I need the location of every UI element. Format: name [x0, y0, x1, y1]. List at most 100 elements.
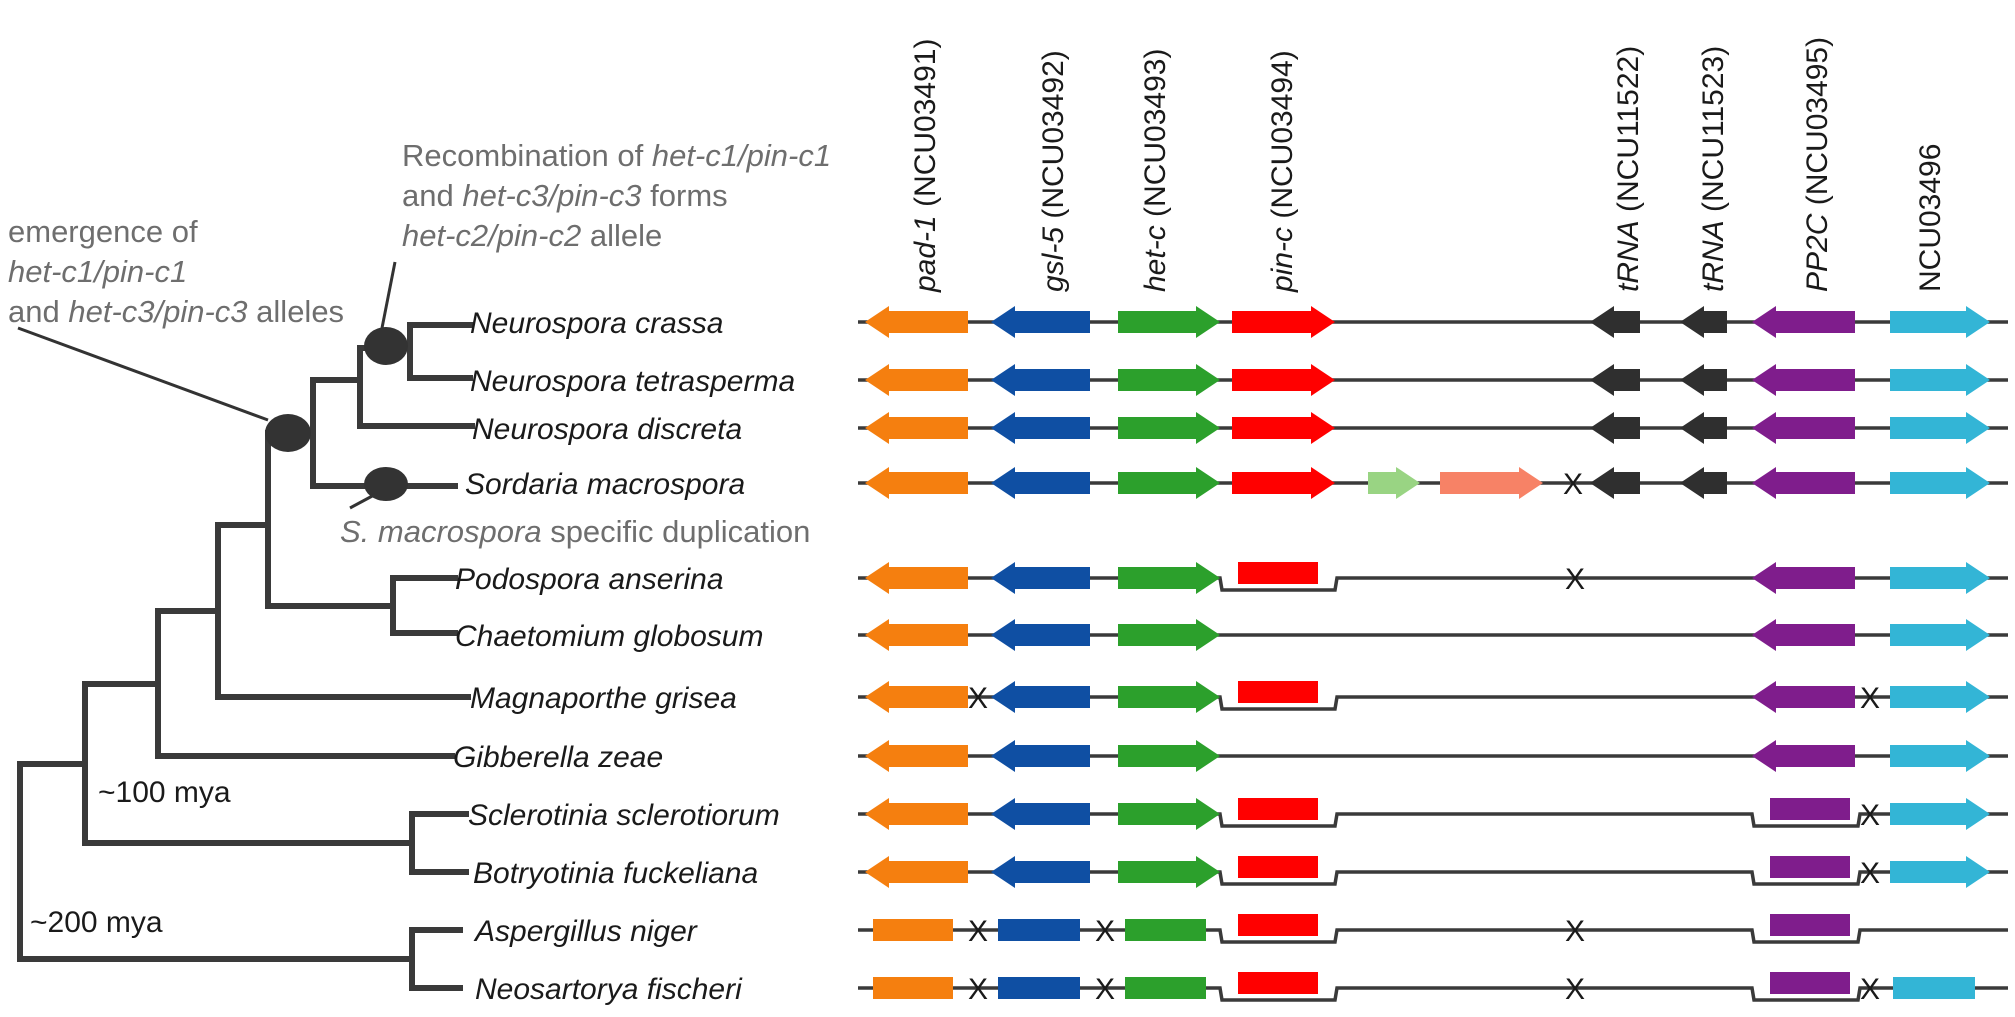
break-mark: X	[1563, 468, 1583, 501]
gene-pin-c-arrow	[1232, 364, 1335, 396]
gene-row-chaetomium-globosum	[858, 619, 2008, 651]
gene-ncu03496-arrow	[1890, 619, 1990, 651]
callout-line-duplication	[349, 492, 377, 510]
gene-dup-het-c-arrow	[1368, 467, 1420, 499]
annotation-duplication: S. macrospora specific duplication	[340, 514, 810, 549]
gene-ncu03496-arrow	[1890, 740, 1990, 772]
gene-headers: pad-1 (NCU03491) gsl-5 (NCU03492) het-c (N…	[909, 37, 1947, 293]
gene-ncu03496-arrow	[1890, 306, 1990, 338]
gene-header-trna-ncu11522: tRNA (NCU11522)	[1612, 46, 1645, 292]
event-node-emergence	[265, 414, 311, 452]
break-mark: X	[1860, 973, 1880, 1006]
gene-gsl-5-arrow	[991, 740, 1090, 772]
gene-header-gsl-5-ncu03492: gsl-5 (NCU03492)	[1037, 50, 1070, 292]
gene-ncu03496-arrow	[1890, 412, 1990, 444]
gene-gsl-5-arrow	[991, 681, 1090, 713]
event-node-recombination	[364, 327, 408, 365]
gene-row-neurospora-discreta	[858, 412, 2008, 444]
gene-pp2c-fragment	[1770, 798, 1850, 820]
gene-gsl-5-fragment	[998, 919, 1080, 941]
gene-gsl-5-arrow	[991, 619, 1090, 651]
gene-pad-1-arrow	[865, 740, 968, 772]
gene-trna1-arrow	[1590, 412, 1640, 444]
gene-ncu03496-fragment	[1893, 977, 1975, 999]
species-label-sclerotinia-sclerotiorum: Sclerotinia sclerotiorum	[468, 799, 780, 832]
break-mark: X	[1860, 799, 1880, 832]
gene-pad-1-arrow	[865, 467, 968, 499]
gene-trna1-arrow	[1590, 364, 1640, 396]
gene-pp2c-fragment	[1770, 856, 1850, 878]
gene-trna2-arrow	[1680, 467, 1727, 499]
chromosome-line	[858, 870, 2008, 886]
event-node-duplication	[364, 467, 408, 501]
gene-gsl-5-arrow	[991, 562, 1090, 594]
annotation-recombination: Recombination of het-c1/pin-c1 and het-c3…	[402, 138, 831, 253]
gene-pad-1-fragment	[873, 977, 953, 999]
gene-het-c-arrow	[1118, 467, 1220, 499]
gene-het-c-arrow	[1118, 681, 1220, 713]
gene-header-pad-1-ncu03491: pad-1 (NCU03491)	[909, 39, 942, 293]
species-label-neurospora-discreta: Neurospora discreta	[472, 413, 742, 446]
callout-line-recombination	[380, 261, 397, 329]
gene-pad-1-arrow	[865, 619, 968, 651]
gene-het-c-arrow	[1118, 412, 1220, 444]
gene-gsl-5-arrow	[991, 856, 1090, 888]
gene-het-c-arrow	[1118, 562, 1220, 594]
gene-gsl-5-arrow	[991, 306, 1090, 338]
gene-ncu03496-arrow	[1890, 467, 1990, 499]
gene-dup-pin-c-arrow	[1440, 467, 1543, 499]
time-label-200mya: ~200 mya	[30, 906, 163, 939]
break-mark: X	[968, 973, 988, 1006]
gene-pp2c-arrow	[1752, 467, 1855, 499]
species-label-botryotinia-fuckeliana: Botryotinia fuckeliana	[473, 857, 758, 890]
gene-pin-c-fragment	[1238, 972, 1318, 994]
gene-ncu03496-arrow	[1890, 856, 1990, 888]
chromosome-line	[858, 812, 2008, 828]
annotations: emergence of het-c1/pin-c1 and het-c3/pin-…	[8, 138, 831, 939]
gene-het-c-arrow	[1118, 740, 1220, 772]
gene-pin-c-arrow	[1232, 306, 1335, 338]
gene-het-c-fragment	[1125, 919, 1206, 941]
gene-gsl-5-fragment	[998, 977, 1080, 999]
gene-row-sclerotinia-sclerotiorum: X	[858, 798, 2008, 832]
gene-het-c-arrow	[1118, 364, 1220, 396]
gene-het-c-fragment	[1125, 977, 1206, 999]
gene-pp2c-arrow	[1752, 306, 1855, 338]
tree-branch-crassa-tetrasperma	[407, 322, 473, 381]
tree-branch-discreta	[357, 345, 475, 429]
species-label-magnaporthe-grisea: Magnaporthe grisea	[470, 682, 737, 715]
gene-pad-1-arrow	[865, 562, 968, 594]
break-mark: X	[1095, 973, 1115, 1006]
species-label-neurospora-tetrasperma: Neurospora tetrasperma	[470, 365, 795, 398]
break-mark: X	[1860, 682, 1880, 715]
tree-branch-podospora-chaetomium	[390, 575, 458, 636]
gene-header-ncu03496: NCU03496	[1914, 144, 1947, 292]
species-label-sordaria-macrospora: Sordaria macrospora	[465, 468, 745, 501]
gene-pp2c-arrow	[1752, 740, 1855, 772]
gene-pin-c-fragment	[1238, 562, 1318, 584]
gene-trna1-arrow	[1590, 467, 1640, 499]
phylogenetic-tree	[17, 261, 475, 991]
gene-ncu03496-arrow	[1890, 681, 1990, 713]
gene-pp2c-arrow	[1752, 681, 1855, 713]
chromosome-line	[858, 928, 2008, 944]
species-label-aspergillus-niger: Aspergillus niger	[473, 915, 698, 948]
annotation-emergence: emergence of het-c1/pin-c1 and het-c3/pin-…	[8, 214, 344, 329]
gene-pin-c-fragment	[1238, 681, 1318, 703]
gene-pp2c-arrow	[1752, 562, 1855, 594]
gene-row-gibberella-zeae	[858, 740, 2008, 772]
break-mark: X	[1565, 915, 1585, 948]
gene-gsl-5-arrow	[991, 798, 1090, 830]
species-label-neurospora-crassa: Neurospora crassa	[470, 307, 723, 340]
gene-pin-c-fragment	[1238, 914, 1318, 936]
gene-pad-1-arrow	[865, 412, 968, 444]
gene-row-sordaria-macrospora: X	[858, 467, 2008, 501]
tree-branch-aspergillus-neosartorya	[409, 927, 463, 991]
tree-branch-gibberella	[155, 608, 455, 759]
chromosome-line	[858, 986, 2008, 1002]
gene-pad-1-arrow	[865, 306, 968, 338]
break-mark: X	[1565, 973, 1585, 1006]
